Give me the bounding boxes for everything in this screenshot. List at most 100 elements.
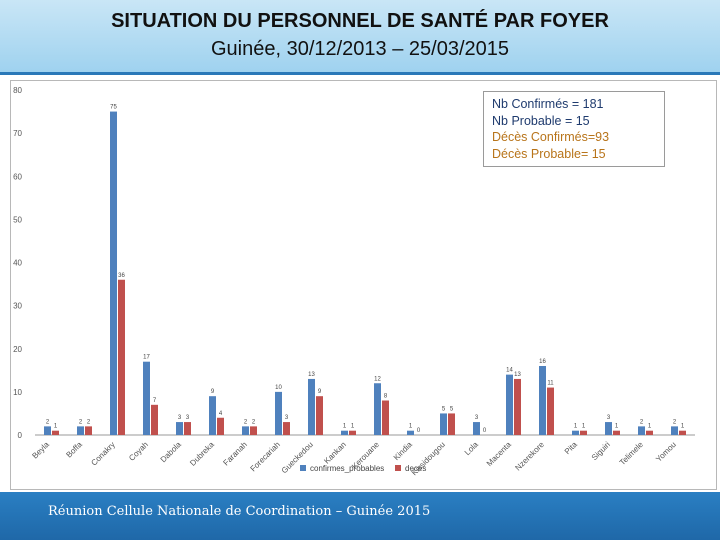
bar-deces [151,404,158,435]
footer-banner: Réunion Cellule Nationale de Coordinatio… [0,492,720,540]
bar-deces [217,417,224,435]
data-label-confirmes_probables: 1 [574,424,578,430]
data-label-deces: 2 [87,419,91,425]
data-label-deces: 1 [582,424,586,430]
y-tick-label: 0 [18,431,23,440]
bar-deces [646,430,653,435]
bar-confirmes_probables [374,383,381,435]
bar-deces [250,426,257,435]
x-tick-label: Yomou [654,440,678,464]
x-tick-label: Kankan [322,440,348,466]
x-tick-label: Siguiri [590,440,612,462]
bar-confirmes_probables [242,426,249,435]
bar-confirmes_probables [176,422,183,435]
data-label-confirmes_probables: 1 [409,424,413,430]
bar-deces [118,279,125,435]
data-label-confirmes_probables: 13 [308,372,315,378]
data-label-confirmes_probables: 12 [374,376,381,382]
data-label-confirmes_probables: 3 [475,415,479,421]
x-tick-label: Telimele [618,440,646,468]
x-tick-label: Conakry [89,440,116,467]
bar-deces [349,430,356,435]
data-label-confirmes_probables: 9 [211,389,215,395]
data-label-confirmes_probables: 3 [607,415,611,421]
x-tick-label: Forecariah [249,440,282,473]
note-deaths-confirmed: Décès Confirmés=93 [492,130,610,144]
bar-deces [283,422,290,435]
bar-deces [52,430,59,435]
y-tick-label: 10 [13,388,22,397]
x-tick-label: Kindia [392,440,414,462]
bar-confirmes_probables [110,111,117,435]
header-divider [0,72,720,75]
data-label-deces: 1 [615,424,619,430]
bar-confirmes_probables [341,430,348,435]
summary-box: Nb Confirmés = 181 Nb Probable = 15 Décè… [483,91,665,167]
x-tick-label: Pita [563,440,580,457]
data-label-deces: 7 [153,398,157,404]
bar-confirmes_probables [638,426,645,435]
bar-confirmes_probables [77,426,84,435]
data-label-deces: 4 [219,411,223,417]
data-label-deces: 1 [54,424,58,430]
bar-deces [316,396,323,435]
bar-deces [679,430,686,435]
data-label-confirmes_probables: 2 [79,419,83,425]
x-tick-label: Beyla [30,440,51,461]
bar-confirmes_probables [143,361,150,435]
bar-deces [613,430,620,435]
x-tick-label: Lola [463,440,480,457]
data-label-deces: 5 [450,406,454,412]
bar-confirmes_probables [44,426,51,435]
bar-confirmes_probables [275,391,282,435]
data-label-deces: 1 [351,424,355,430]
note-deaths-probable: Décès Probable= 15 [492,146,606,161]
y-tick-label: 30 [13,302,22,311]
bar-confirmes_probables [539,366,546,435]
footer-text: Réunion Cellule Nationale de Coordinatio… [48,504,431,519]
x-tick-label: Boffa [64,440,84,460]
y-tick-label: 70 [13,129,22,138]
bar-deces [85,426,92,435]
x-tick-label: Faranah [221,440,248,467]
y-tick-label: 50 [13,215,22,224]
x-tick-label: Dabola [159,440,184,465]
page-title: SITUATION DU PERSONNEL DE SANTÉ PAR FOYE… [111,10,609,32]
data-label-deces: 2 [252,419,256,425]
data-label-confirmes_probables: 16 [539,359,546,365]
data-label-confirmes_probables: 10 [275,385,282,391]
note-probable: Nb Probable = 15 [492,113,590,128]
page-subtitle: Guinée, 30/12/2013 – 25/03/2015 [210,38,510,60]
data-label-confirmes_probables: 75 [110,105,117,111]
chart-frame [10,80,717,490]
data-label-deces: 1 [648,424,652,430]
data-label-confirmes_probables: 1 [343,424,347,430]
bar-confirmes_probables [440,413,447,435]
data-label-confirmes_probables: 3 [178,415,182,421]
data-label-deces: 3 [285,415,289,421]
bar-deces [448,413,455,435]
y-tick-label: 60 [13,172,22,181]
data-label-confirmes_probables: 14 [506,368,513,374]
data-label-deces: 0 [483,428,487,434]
data-label-confirmes_probables: 5 [442,406,446,412]
x-tick-label: Coyah [127,440,150,463]
x-tick-label: Nzerekore [513,440,546,473]
data-label-confirmes_probables: 17 [143,355,150,361]
x-tick-label: Dubreka [188,440,216,468]
legend-label: confirmes_probables [310,464,384,473]
data-label-confirmes_probables: 2 [244,419,248,425]
data-label-confirmes_probables: 2 [673,419,677,425]
data-label-confirmes_probables: 2 [640,419,644,425]
bar-confirmes_probables [605,422,612,435]
bar-confirmes_probables [407,430,414,435]
bar-deces [382,400,389,435]
y-tick-label: 80 [13,86,22,95]
data-label-deces: 9 [318,389,322,395]
data-label-deces: 11 [547,381,554,387]
data-label-deces: 8 [384,394,388,400]
bar-confirmes_probables [308,378,315,435]
y-tick-label: 40 [13,259,22,268]
bar-confirmes_probables [572,430,579,435]
